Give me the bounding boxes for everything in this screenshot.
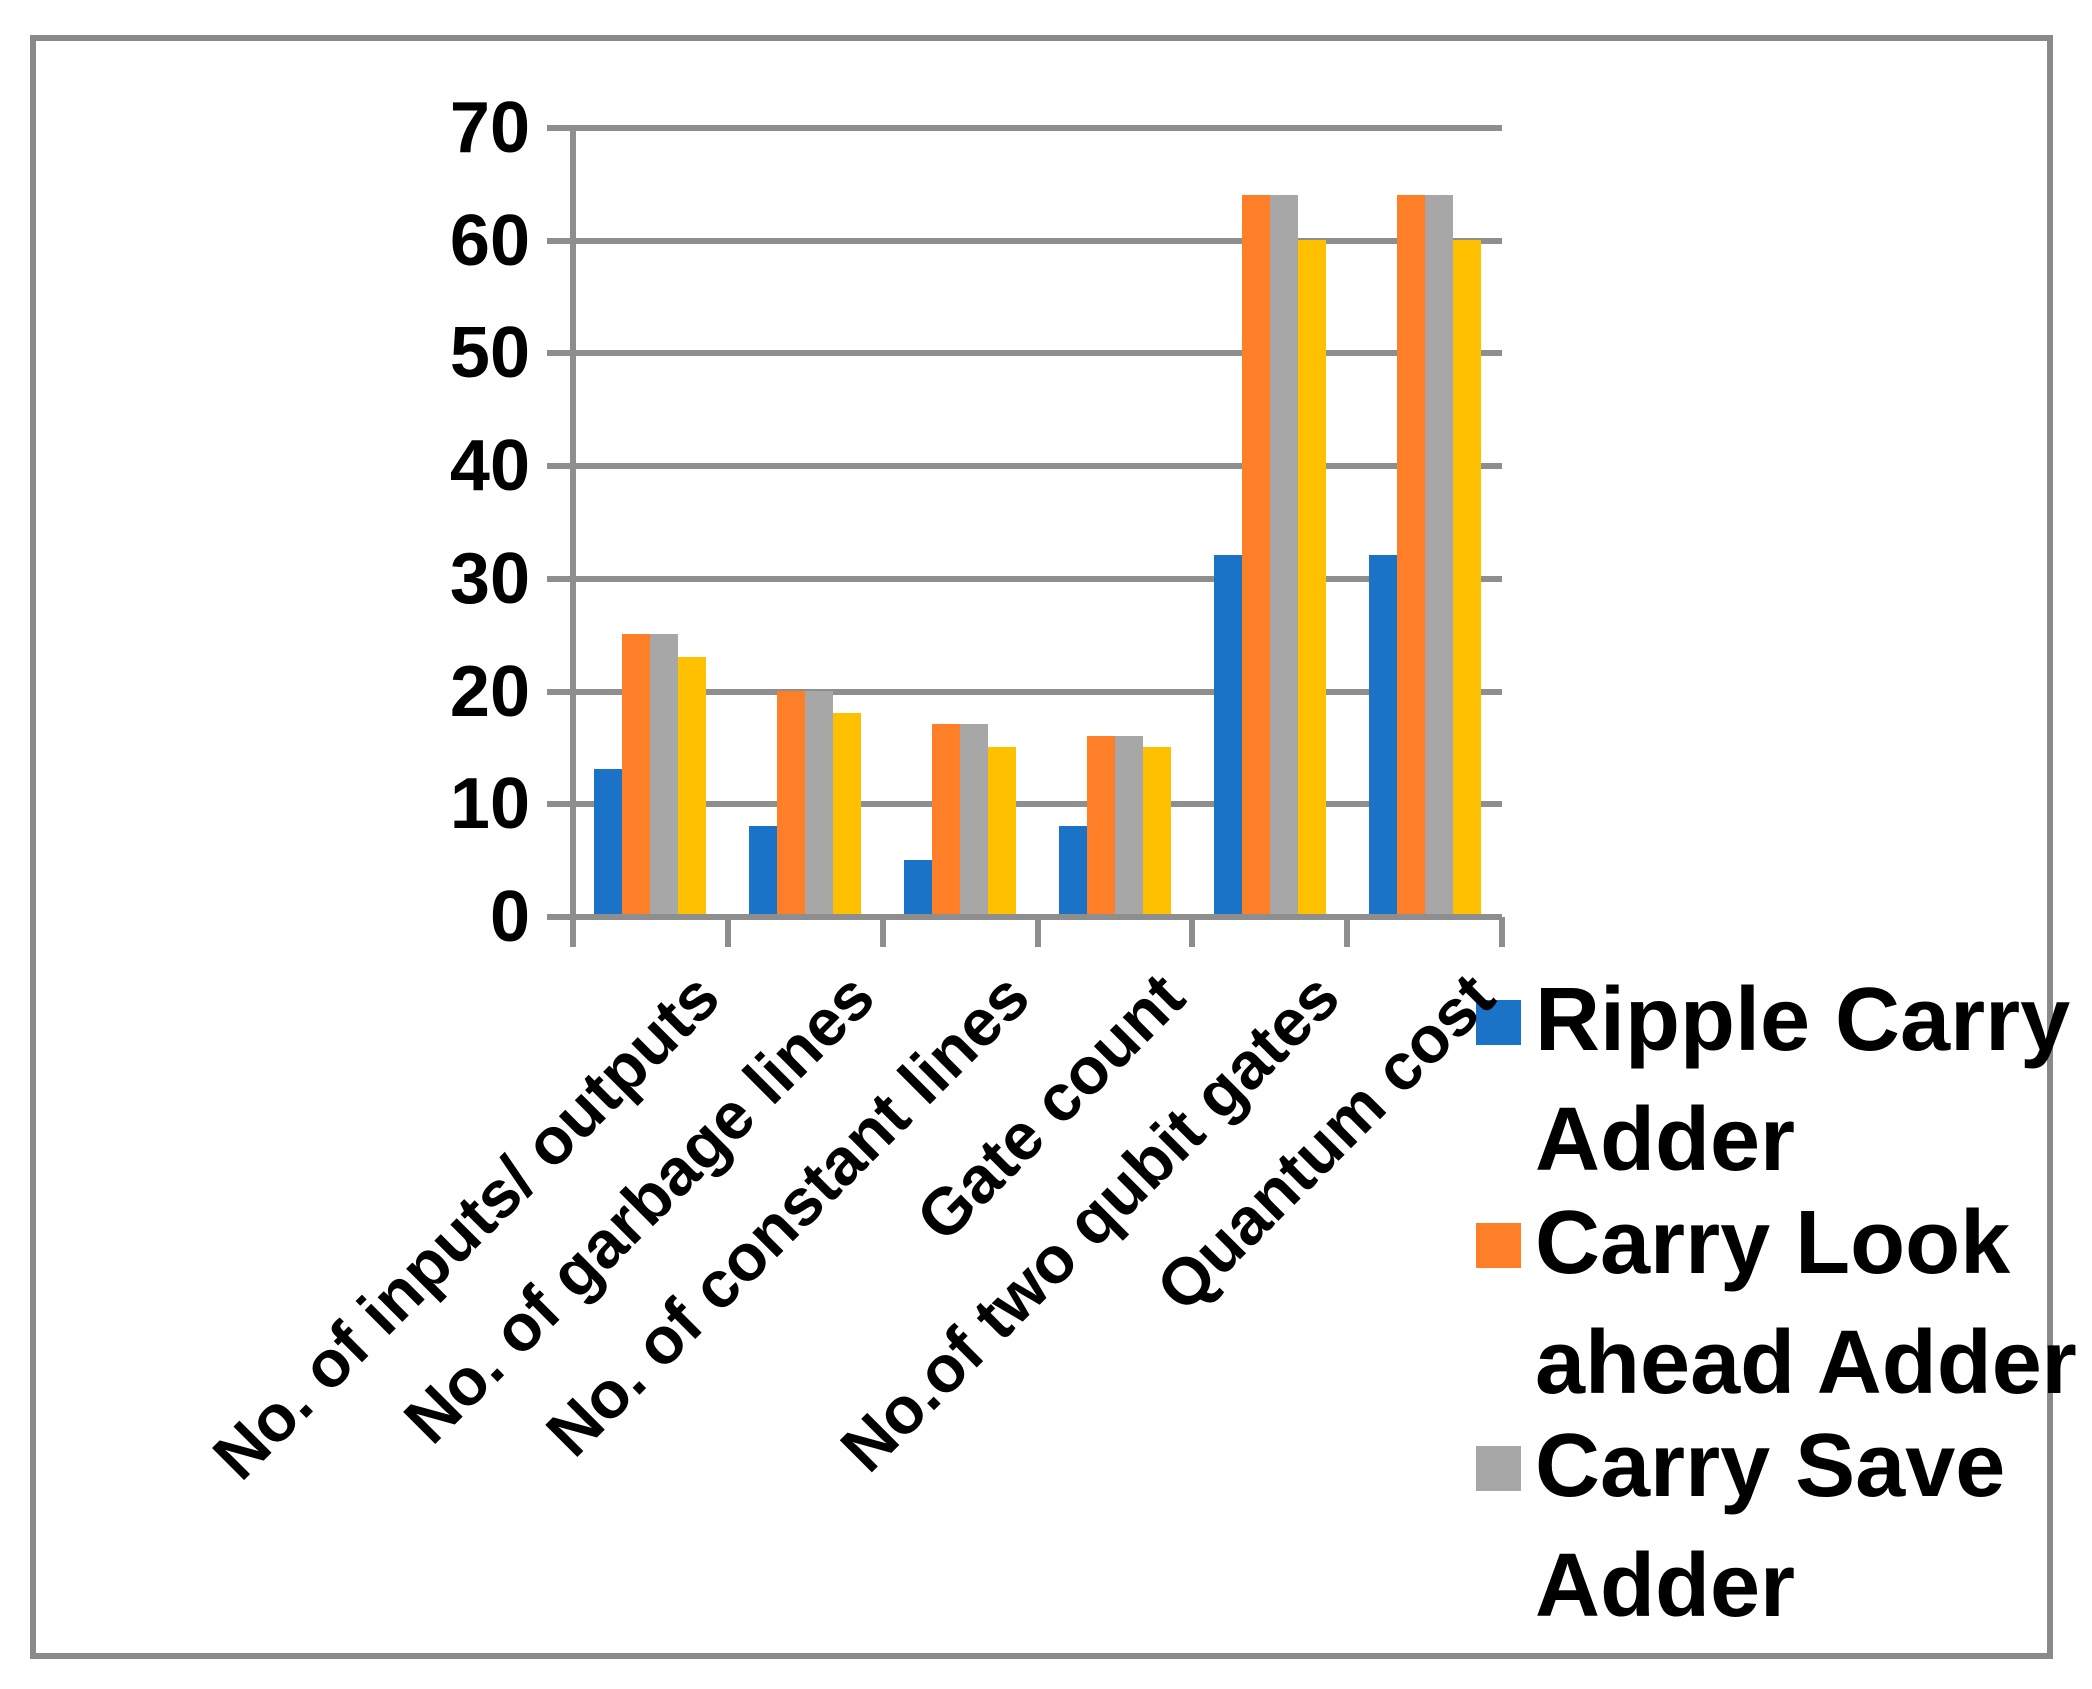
bar xyxy=(805,691,833,916)
y-tick-label: 40 xyxy=(449,426,530,507)
x-axis-line xyxy=(547,914,1502,920)
bar xyxy=(650,634,678,916)
x-tick xyxy=(1034,917,1041,947)
gridline xyxy=(547,237,1502,244)
y-axis-line xyxy=(570,127,576,947)
bar xyxy=(749,826,777,916)
bar xyxy=(1298,240,1326,916)
bar xyxy=(833,713,861,916)
bar xyxy=(1397,195,1425,916)
x-tick xyxy=(1189,917,1196,947)
gridline xyxy=(547,463,1502,470)
bar xyxy=(988,747,1016,916)
gridline xyxy=(547,125,1502,131)
bar xyxy=(1214,555,1242,916)
gridline xyxy=(547,575,1502,582)
gridline xyxy=(547,801,1502,808)
chart-frame xyxy=(30,35,2053,1659)
bar xyxy=(1115,736,1143,916)
bar xyxy=(1087,736,1115,916)
y-tick-label: 20 xyxy=(449,651,530,732)
y-tick-label: 0 xyxy=(489,877,530,957)
bar xyxy=(960,724,988,916)
x-tick xyxy=(879,917,886,947)
bar xyxy=(1453,240,1481,916)
y-tick-label: 50 xyxy=(449,313,530,394)
bar xyxy=(1143,747,1171,916)
bar xyxy=(678,657,706,916)
y-tick-label: 70 xyxy=(449,88,530,168)
y-tick-label: 10 xyxy=(449,764,530,845)
legend-label: Ripple Carry Adder xyxy=(1535,970,2071,1190)
legend-label: Carry Save Adder xyxy=(1535,1416,2006,1636)
x-tick xyxy=(1344,917,1351,947)
x-tick xyxy=(1499,917,1505,947)
x-tick xyxy=(570,917,576,947)
legend-label: Carry Look ahead Adder xyxy=(1535,1193,2077,1413)
y-tick-label: 60 xyxy=(449,200,530,281)
y-tick-label: 30 xyxy=(449,538,530,619)
bar xyxy=(932,724,960,916)
bar xyxy=(1425,195,1453,916)
legend-swatch xyxy=(1476,1223,1521,1268)
gridline xyxy=(547,350,1502,357)
bar xyxy=(1059,826,1087,916)
legend-swatch xyxy=(1476,1000,1521,1045)
bar xyxy=(1270,195,1298,916)
bar xyxy=(904,860,932,916)
bar xyxy=(1242,195,1270,916)
bar xyxy=(777,691,805,916)
x-tick xyxy=(724,917,731,947)
bar xyxy=(594,769,622,916)
legend-swatch xyxy=(1476,1446,1521,1491)
bar xyxy=(1369,555,1397,916)
bar xyxy=(622,634,650,916)
gridline xyxy=(547,688,1502,695)
